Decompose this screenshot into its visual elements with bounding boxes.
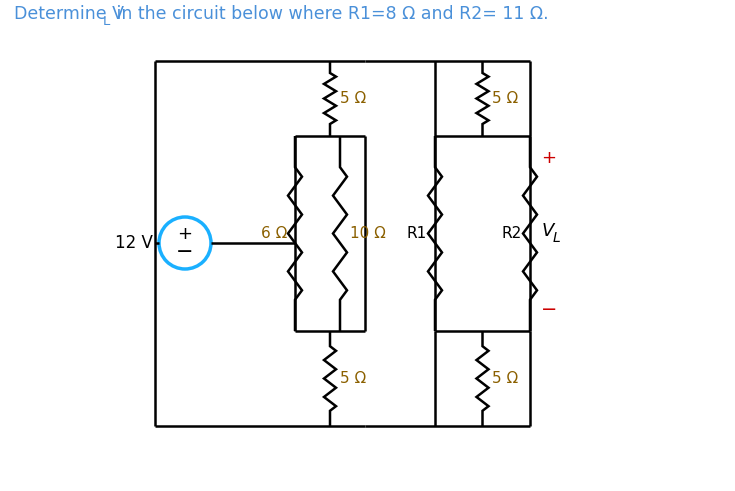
Text: −: − [541, 300, 557, 319]
Text: L: L [103, 15, 110, 28]
Text: 5 Ω: 5 Ω [492, 371, 519, 386]
Text: 5 Ω: 5 Ω [340, 91, 366, 106]
Text: R2: R2 [502, 226, 522, 241]
Text: 5 Ω: 5 Ω [492, 91, 519, 106]
Text: +: + [177, 225, 193, 243]
Text: R1: R1 [406, 226, 427, 241]
Text: +: + [541, 149, 556, 167]
Text: in the circuit below where R1=8 Ω and R2= 11 Ω.: in the circuit below where R1=8 Ω and R2… [111, 5, 548, 23]
Text: V: V [542, 221, 554, 240]
Text: 6 Ω: 6 Ω [261, 226, 287, 241]
Text: 5 Ω: 5 Ω [340, 371, 366, 386]
Text: 10 Ω: 10 Ω [350, 226, 386, 241]
Text: Determine V: Determine V [14, 5, 124, 23]
Text: −: − [176, 242, 194, 262]
Text: 12 V: 12 V [115, 234, 153, 252]
Text: L: L [553, 230, 561, 245]
